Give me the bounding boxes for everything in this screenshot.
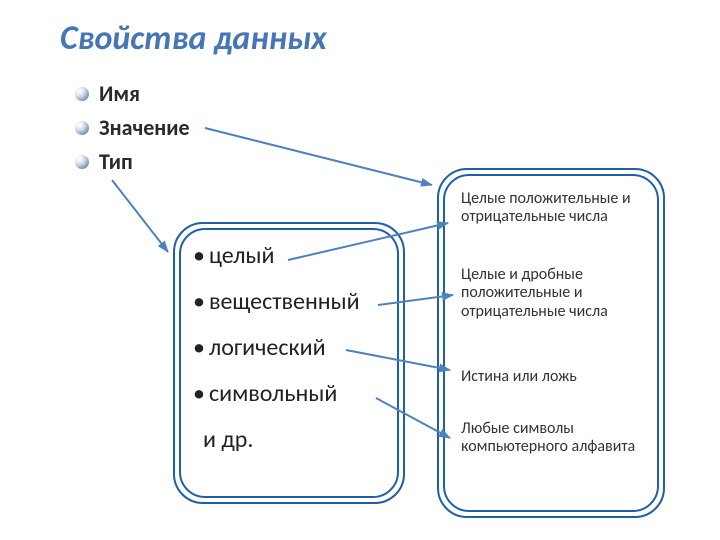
slide: { "canvas": { "width": 720, "height": 54… bbox=[0, 0, 720, 540]
type-item: •целый bbox=[193, 244, 393, 268]
bullet-label: Имя bbox=[99, 80, 140, 107]
bullet-ball-icon bbox=[75, 155, 89, 169]
type-item: •вещественный bbox=[193, 290, 393, 314]
bullet-dot-icon: • bbox=[193, 290, 205, 314]
types-footer: и др. bbox=[203, 428, 393, 452]
type-label: целый bbox=[209, 244, 275, 268]
connector-arrow bbox=[112, 180, 168, 252]
type-description: Любые символы компьютерного алфавита bbox=[461, 420, 649, 457]
type-description: Целые положительные и отрицательные числ… bbox=[461, 190, 649, 227]
slide-title: Свойства данных bbox=[60, 18, 327, 59]
bullet-ball-icon bbox=[75, 121, 89, 135]
type-item: •символьный bbox=[193, 382, 393, 406]
type-label: логический bbox=[209, 336, 326, 360]
type-item: •логический bbox=[193, 336, 393, 360]
bullet-value: Значение bbox=[75, 114, 190, 141]
bullet-label: Тип bbox=[99, 148, 133, 175]
bullet-ball-icon bbox=[75, 87, 89, 101]
bullet-label: Значение bbox=[99, 114, 190, 141]
types-panel: •целый•вещественный•логический•символьны… bbox=[173, 222, 405, 504]
bullet-dot-icon: • bbox=[193, 244, 205, 268]
bullet-name: Имя bbox=[75, 80, 140, 107]
bullet-dot-icon: • bbox=[193, 382, 205, 406]
connector-arrow bbox=[205, 128, 432, 185]
type-description: Истина или ложь bbox=[461, 368, 649, 386]
bullet-type: Тип bbox=[75, 148, 133, 175]
type-label: вещественный bbox=[209, 290, 360, 314]
descriptions-panel: Целые положительные и отрицательные числ… bbox=[437, 168, 665, 518]
bullet-dot-icon: • bbox=[193, 336, 205, 360]
types-list: •целый•вещественный•логический•символьны… bbox=[193, 244, 393, 452]
type-label: символьный bbox=[209, 382, 337, 406]
type-description: Целые и дробные положительные и отрицате… bbox=[461, 266, 649, 321]
